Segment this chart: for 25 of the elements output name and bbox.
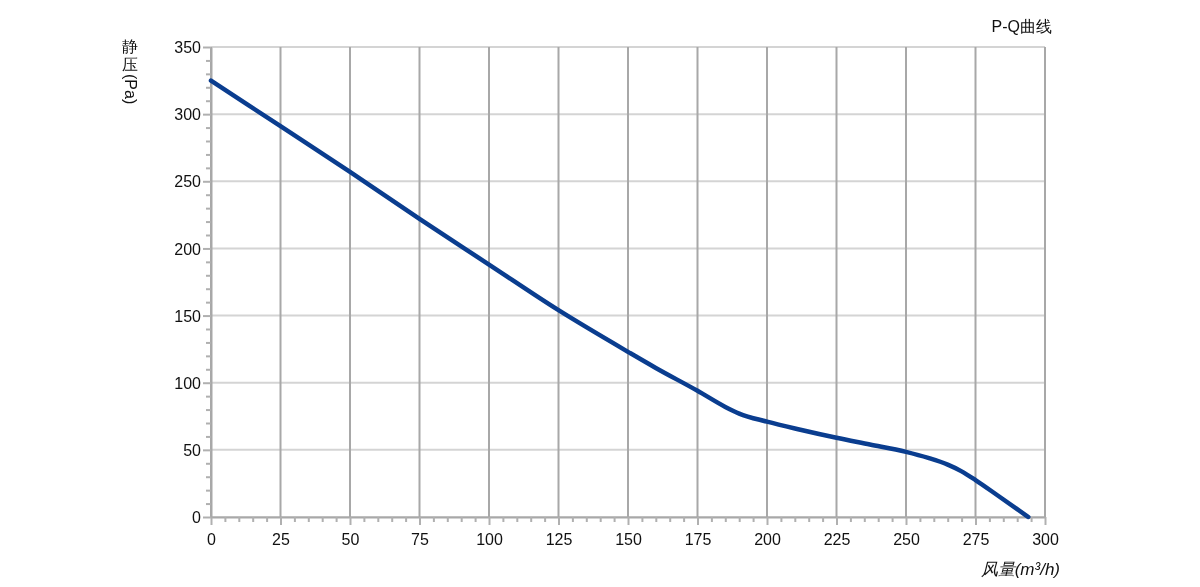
x-axis-title: 风量(m³/h)	[980, 560, 1060, 579]
y-tick-label: 350	[174, 39, 202, 57]
y-tick-label: 200	[174, 240, 202, 258]
y-axis-title: 静压(Pa)	[122, 38, 140, 105]
x-tick-label: 50	[341, 531, 360, 548]
x-tick-label: 75	[411, 531, 429, 548]
y-tick-label: 100	[174, 374, 202, 392]
x-tick-label: 25	[272, 531, 290, 548]
x-tick-label: 225	[823, 531, 851, 548]
x-tick-label: 100	[476, 531, 503, 548]
chart-title: P-Q曲线	[991, 18, 1052, 35]
y-tick-label: 0	[192, 509, 202, 527]
y-tick-label: 300	[174, 106, 202, 124]
x-tick-label: 175	[684, 531, 712, 548]
y-tick-label: 50	[183, 441, 202, 459]
x-tick-label: 200	[754, 531, 781, 548]
line-series	[208, 78, 1031, 520]
x-tick-label: 125	[545, 531, 573, 548]
x-tick-label: 150	[615, 531, 642, 548]
x-tick-label: 250	[893, 531, 920, 548]
x-tick-label: 0	[207, 531, 217, 548]
x-tick-label: 300	[1032, 531, 1059, 548]
y-tick-label: 250	[174, 173, 202, 191]
y-tick-label: 150	[174, 307, 202, 325]
x-tick-label: 275	[962, 531, 990, 548]
